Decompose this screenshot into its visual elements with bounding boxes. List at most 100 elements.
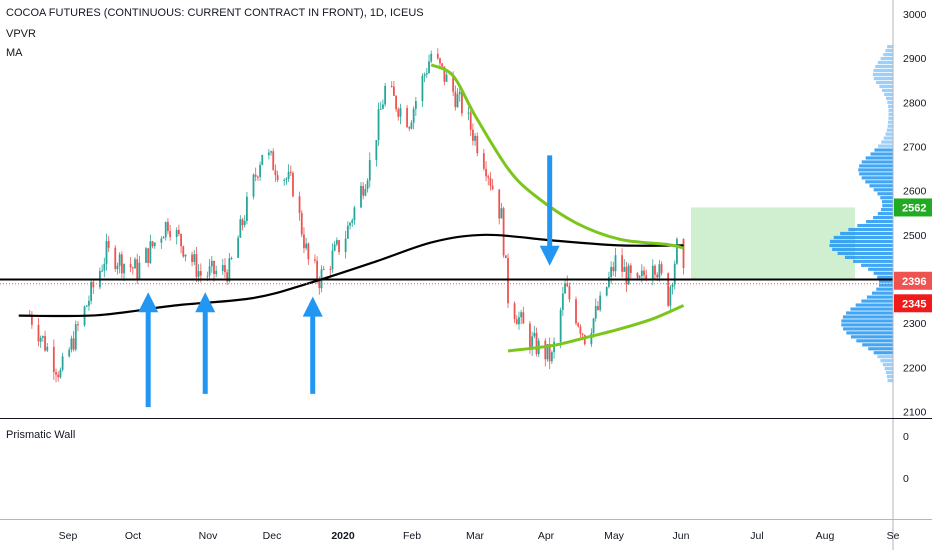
candle-body (120, 254, 123, 274)
candle-body (276, 175, 279, 181)
candle-body (292, 172, 294, 197)
candle-body (228, 258, 231, 282)
candle-body (518, 317, 520, 325)
candle-body (164, 222, 167, 238)
vpvr-bar (829, 243, 893, 248)
candle-body (77, 324, 79, 326)
vpvr-bar (879, 279, 893, 283)
candle-body (88, 300, 90, 306)
vpvr-bar (842, 315, 893, 319)
candle-body (498, 189, 501, 219)
candle-body (335, 240, 338, 245)
candle-body (623, 266, 626, 272)
vpvr-bar (877, 192, 893, 196)
candle-body (134, 259, 136, 269)
candle-body (474, 135, 476, 141)
candle-body (625, 266, 628, 285)
x-tick-label: Nov (199, 530, 218, 542)
candle-body (305, 243, 308, 249)
candle-body (254, 174, 257, 177)
vpvr-bar (855, 303, 893, 307)
candle-body (520, 312, 523, 318)
vpvr-bar (866, 219, 893, 224)
candle-body (272, 151, 275, 171)
candle-body (213, 260, 215, 274)
candle-body (610, 266, 613, 277)
candle-body (243, 221, 246, 226)
vpvr-bar (868, 347, 893, 351)
y-tick-label: 3000 (903, 9, 927, 21)
candle-body (333, 244, 336, 251)
vpvr-bar (885, 49, 893, 53)
candle-body (237, 237, 240, 258)
candle-body (70, 338, 73, 350)
candle-body (482, 153, 485, 169)
vpvr-bar (833, 235, 893, 240)
candle-body (393, 86, 395, 96)
candle-body (489, 177, 492, 186)
price-tag-label: 2345 (902, 298, 926, 310)
candle-body (441, 63, 444, 67)
candle-body (658, 264, 661, 278)
candle-body (283, 179, 286, 181)
vpvr-bar (857, 223, 893, 228)
candle-body (329, 268, 332, 270)
candle-body (197, 271, 200, 277)
indicator-ma-label[interactable]: MA (6, 47, 23, 59)
candle-body (169, 231, 172, 238)
indicator-vpvr-label[interactable]: VPVR (6, 28, 36, 40)
candle-body (210, 260, 213, 267)
candle-body (147, 248, 150, 263)
vpvr-bar (881, 200, 893, 204)
candle-body (85, 305, 88, 307)
y-tick-label: 2300 (903, 318, 927, 330)
candle-body (395, 95, 397, 110)
candle-body (118, 254, 121, 266)
subpanel-tick: 0 (903, 473, 909, 485)
vpvr-bar (868, 267, 893, 271)
candle-body (177, 229, 180, 234)
vpvr-bar (848, 227, 893, 232)
x-tick-label: Oct (125, 530, 141, 542)
arrow-up-3 (302, 296, 323, 394)
candle-body (138, 262, 141, 279)
candle-body (256, 176, 259, 178)
candle-body (362, 185, 365, 196)
candle-body (316, 260, 319, 280)
vpvr-bar (873, 68, 893, 73)
vpvr-bar (862, 343, 893, 347)
vpvr-bar (878, 144, 893, 148)
x-tick-label: 2020 (331, 530, 355, 542)
vpvr-bar (846, 331, 893, 335)
candle-body (544, 340, 547, 360)
vpvr-bar (883, 136, 893, 140)
candle-body (421, 76, 424, 102)
price-tag-label: 2562 (902, 202, 926, 214)
candle-body (41, 336, 44, 338)
x-tick-label: Dec (263, 530, 282, 542)
candle-body (46, 346, 49, 351)
candle-body (654, 265, 656, 275)
vpvr-bar (888, 104, 893, 108)
vpvr-bar (840, 231, 893, 236)
candle-body (182, 246, 185, 257)
candle-body (72, 338, 75, 350)
candle-body (502, 208, 505, 256)
candle-body (307, 243, 310, 260)
candle-body (123, 264, 125, 274)
candle-body (428, 61, 430, 73)
vpvr-bar (866, 295, 893, 299)
vpvr-bar (875, 64, 893, 69)
subpanel-label[interactable]: Prismatic Wall (6, 429, 76, 441)
candle-body (443, 66, 446, 82)
x-tick-label: Jun (673, 530, 690, 542)
candle-body (57, 374, 60, 378)
vpvr-bar (881, 140, 893, 144)
candle-body (614, 255, 617, 272)
candle-body (167, 222, 169, 232)
x-tick-label: Se (887, 530, 900, 542)
candle-body (531, 336, 534, 350)
candle-body (224, 265, 226, 273)
